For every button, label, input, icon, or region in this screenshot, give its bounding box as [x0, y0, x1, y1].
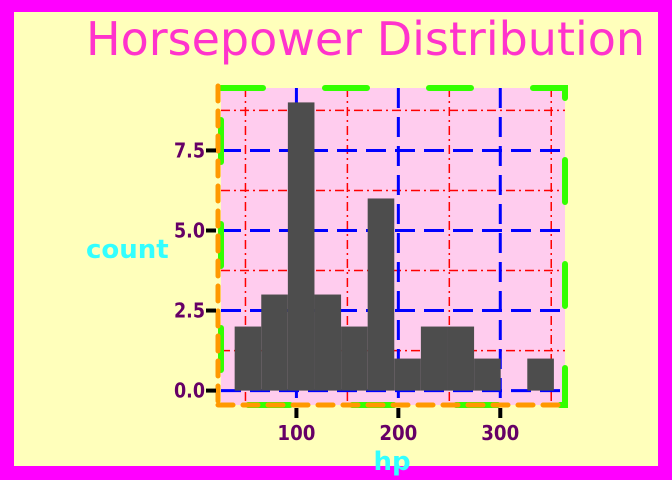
x-tick-label-0: 100 [277, 421, 315, 445]
histogram-bar-7 [420, 326, 448, 391]
axis-ticks [206, 148, 503, 418]
x-axis-title: hp [373, 447, 410, 477]
x-tick-label-1: 200 [379, 421, 417, 445]
y-tick-label-2: 5.0 [174, 218, 205, 242]
y-tick-label-0: 0.0 [174, 379, 205, 403]
chart-title: Horsepower Distribution [86, 12, 645, 66]
y-axis-title: count [86, 235, 169, 265]
histogram-bar-4 [341, 326, 368, 391]
histogram-bar-2 [287, 102, 315, 391]
histogram-bar-8 [447, 326, 475, 391]
histogram-bar-5 [367, 198, 395, 391]
histogram-bar-11 [527, 358, 554, 391]
y-tick-label-1: 2.5 [174, 299, 205, 323]
histogram-bar-1 [261, 294, 288, 391]
histogram-bar-6 [394, 358, 421, 391]
x-tick-label-2: 300 [481, 421, 519, 445]
y-tick-label-3: 7.5 [174, 138, 205, 162]
histogram-bars [234, 102, 554, 391]
axis-tick-labels: 0.0 2.5 5.0 7.5 100 200 300 [174, 138, 519, 445]
histogram-bar-3 [314, 294, 342, 391]
histogram-bar-9 [474, 358, 501, 391]
histogram-bar-0 [234, 326, 262, 391]
